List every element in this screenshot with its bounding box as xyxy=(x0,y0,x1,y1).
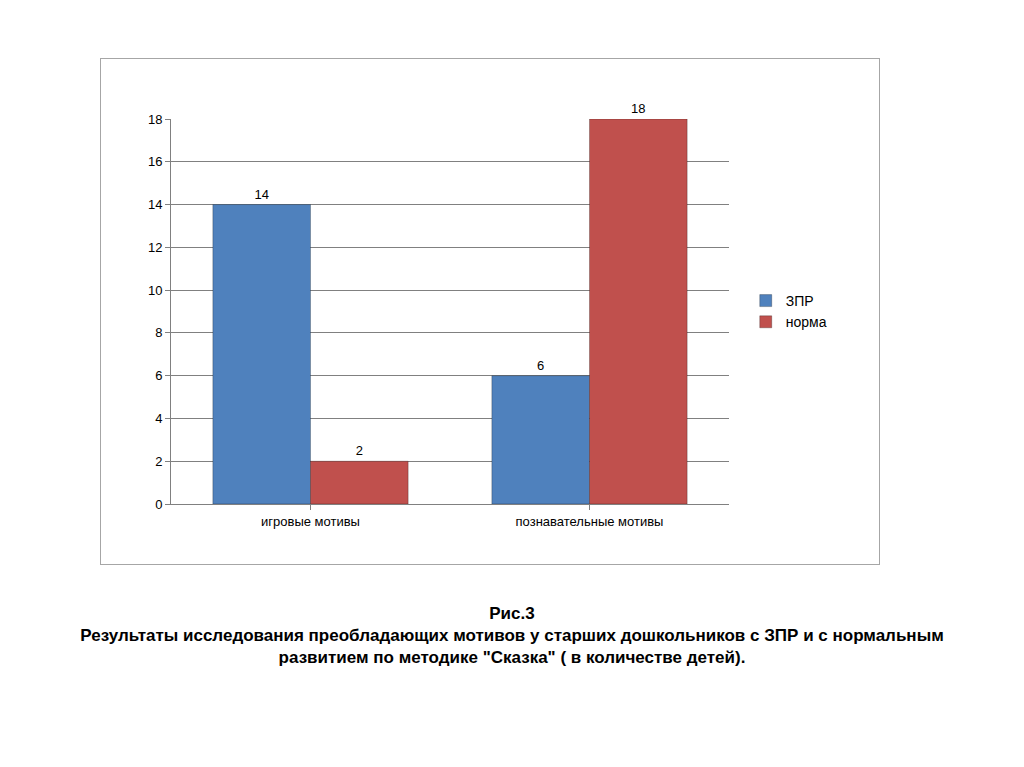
svg-text:12: 12 xyxy=(148,240,162,255)
svg-text:2: 2 xyxy=(356,443,363,458)
svg-text:14: 14 xyxy=(148,197,162,212)
svg-text:познавательные мотивы: познавательные мотивы xyxy=(516,514,664,529)
svg-text:ЗПР: ЗПР xyxy=(786,293,814,309)
svg-text:2: 2 xyxy=(155,454,162,469)
svg-text:0: 0 xyxy=(155,497,162,512)
svg-text:18: 18 xyxy=(631,101,645,116)
svg-text:18: 18 xyxy=(148,112,162,127)
svg-text:норма: норма xyxy=(786,314,827,330)
svg-text:10: 10 xyxy=(148,283,162,298)
html-text:Результаты исследования преобл: Результаты исследования преобладающих мо… xyxy=(80,626,944,667)
svg-text:14: 14 xyxy=(254,187,268,202)
svg-text:6: 6 xyxy=(537,358,544,373)
svg-text:6: 6 xyxy=(155,368,162,383)
html-text:Рис.3: Рис.3 xyxy=(489,604,535,623)
svg-text:16: 16 xyxy=(148,154,162,169)
svg-text:игровые мотивы: игровые мотивы xyxy=(261,514,360,529)
svg-text:4: 4 xyxy=(155,411,162,426)
svg-text:8: 8 xyxy=(155,325,162,340)
